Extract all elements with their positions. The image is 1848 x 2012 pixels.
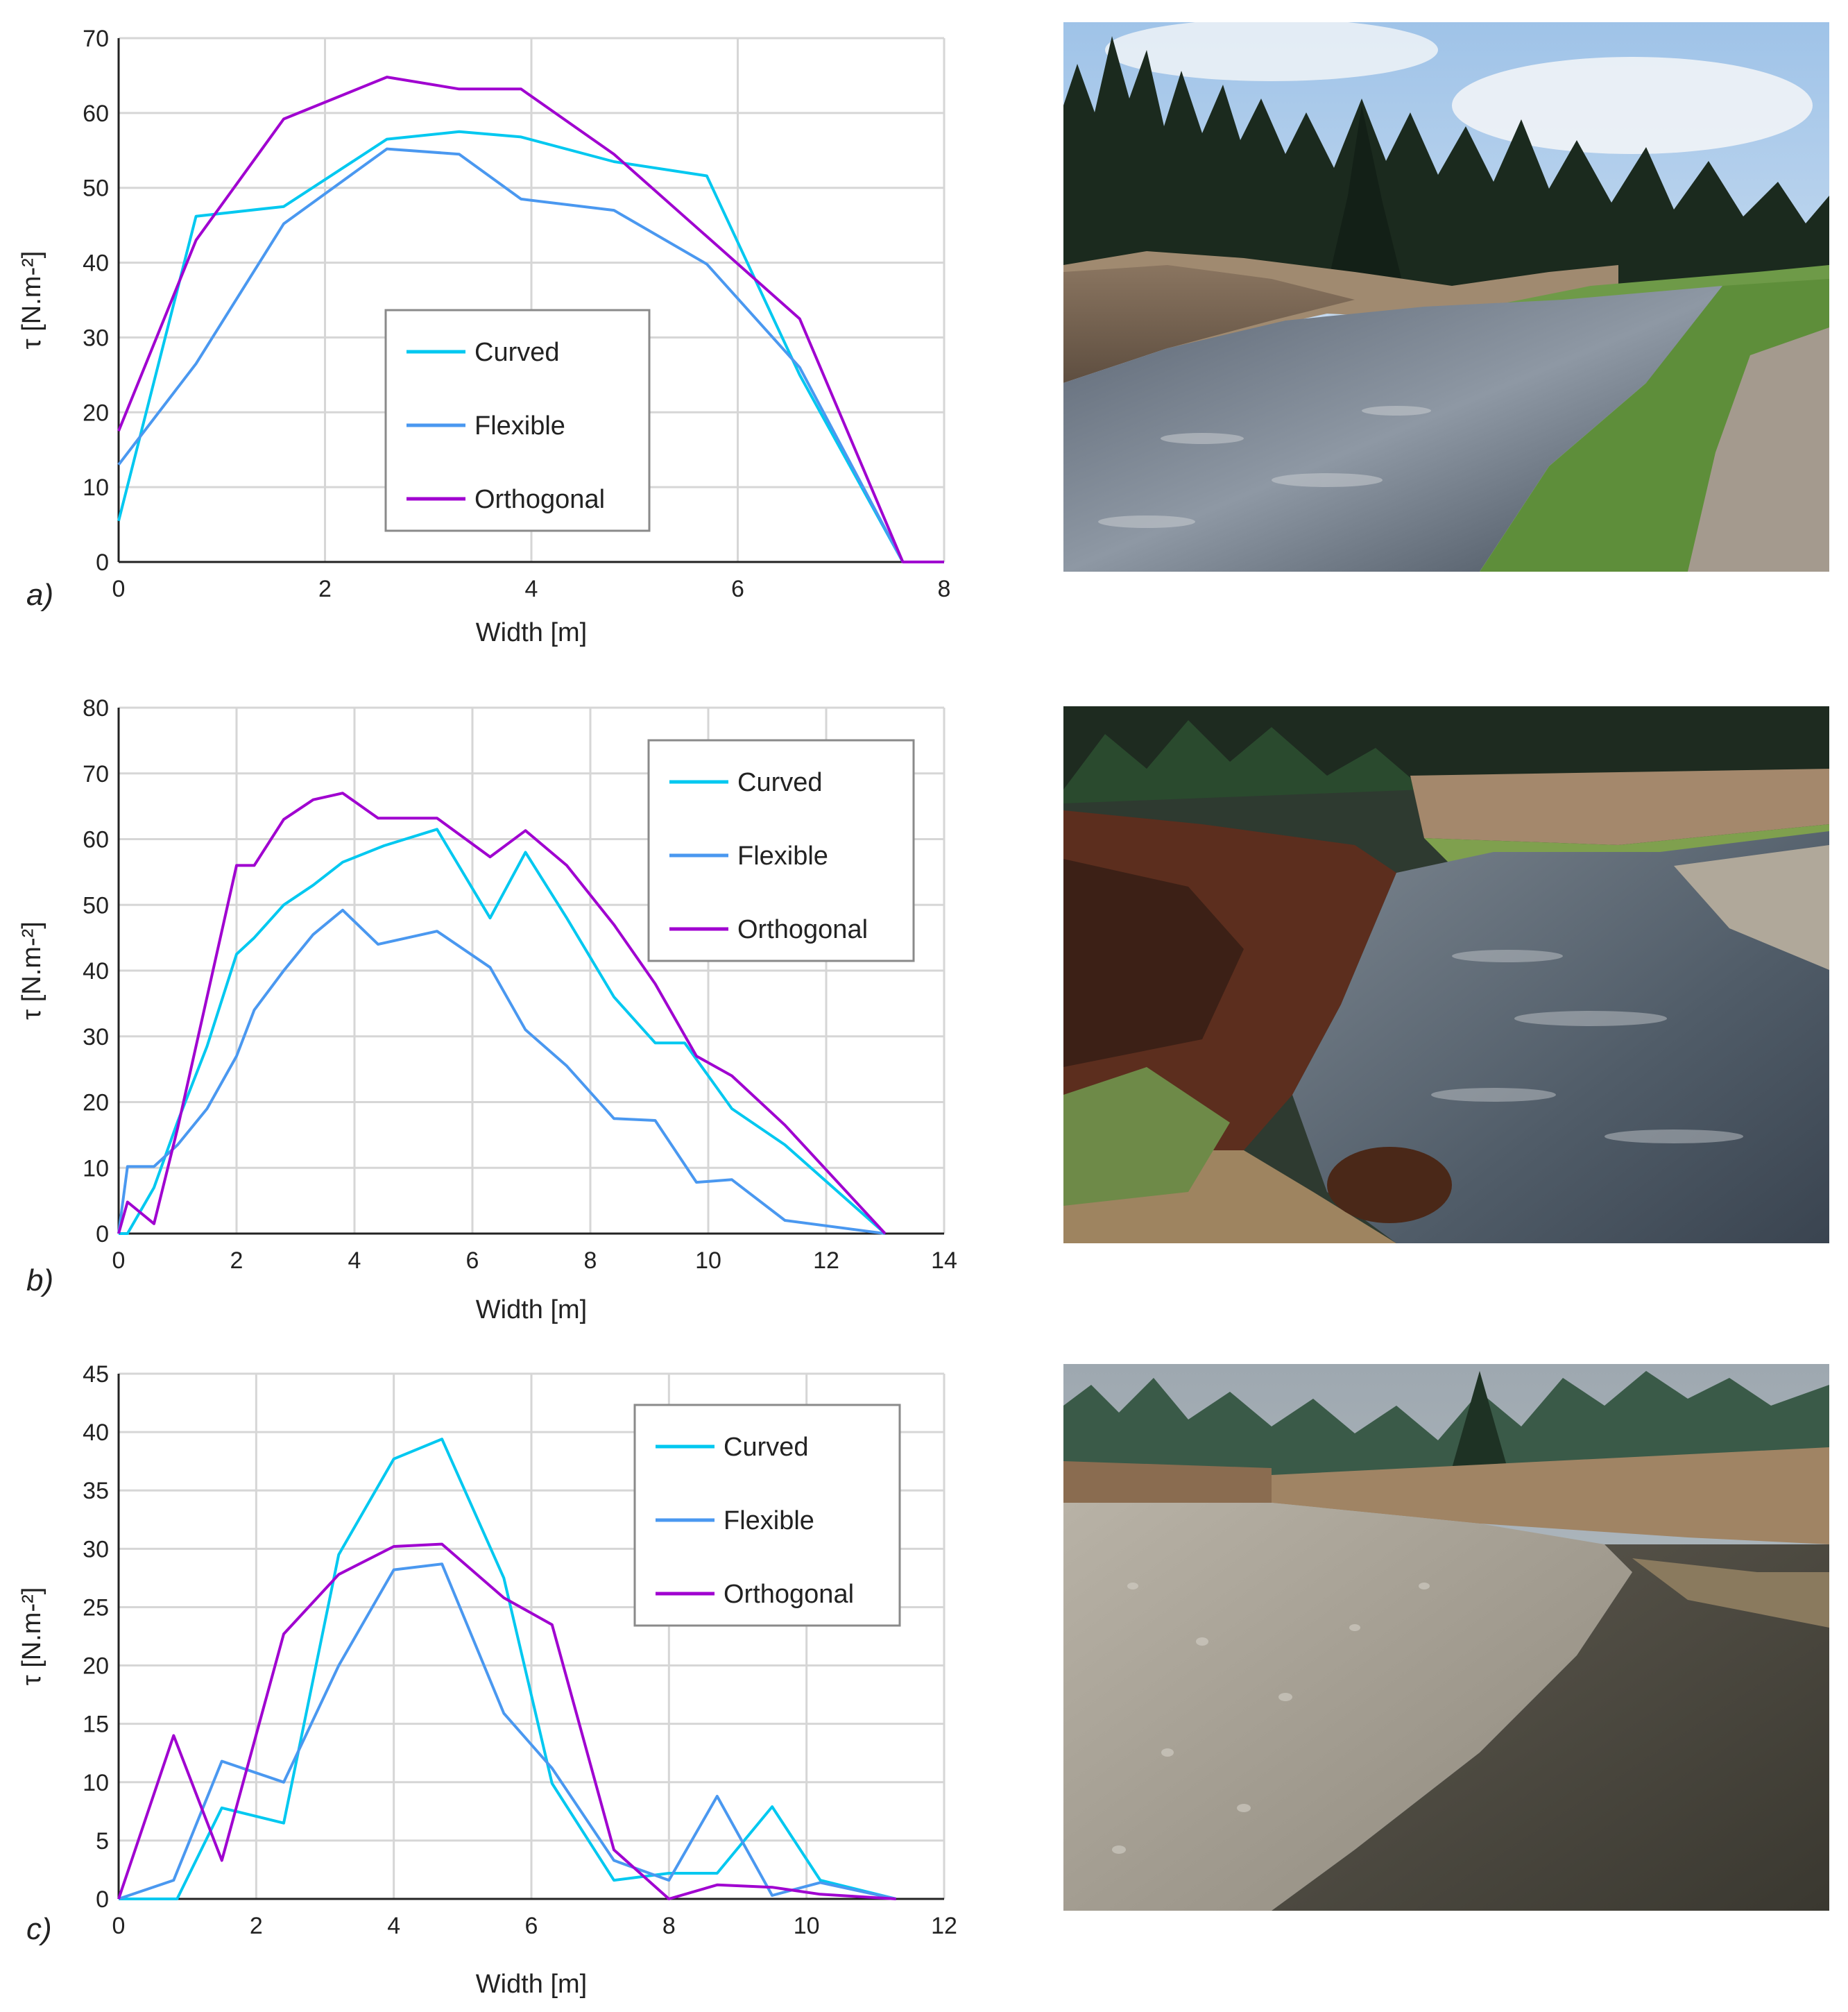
- x-tick-label: 10: [794, 1913, 820, 1939]
- y-tick-label: 20: [83, 1653, 109, 1680]
- x-tick-label: 6: [525, 1913, 538, 1939]
- series-line-orthogonal: [117, 1542, 896, 1900]
- y-tick-label: 30: [83, 1024, 109, 1050]
- x-tick-label: 10: [695, 1247, 721, 1274]
- y-tick-label: 5: [96, 1828, 109, 1855]
- y-tick-label: 50: [83, 892, 109, 919]
- y-tick-label: 10: [83, 1770, 109, 1796]
- x-tick-label: 12: [931, 1913, 957, 1939]
- x-tick-label: 2: [250, 1913, 263, 1939]
- y-tick-label: 60: [83, 827, 109, 853]
- y-tick-label: 40: [83, 958, 109, 984]
- y-tick-label: 80: [83, 695, 109, 722]
- series-line-orthogonal: [117, 76, 944, 563]
- panel-label: c): [26, 1912, 52, 1946]
- chart-panel-b: 0 2 4 6 8 10 12 14 0 10 20 30 40 50 60 70 80 Width [m] τ […: [17, 695, 957, 1324]
- series-line-curved: [117, 130, 905, 563]
- panel-label: a): [26, 578, 53, 612]
- x-tick-label: 0: [112, 1247, 126, 1274]
- y-tick-label: 30: [83, 325, 109, 351]
- y-axis-title: τ [N.m-²]: [17, 1587, 46, 1686]
- legend: Curved Flexible Orthogonal: [647, 739, 915, 962]
- series-line-curved: [119, 828, 887, 1235]
- y-axis-title: τ [N.m-²]: [17, 921, 46, 1020]
- x-tick-label: 4: [348, 1247, 361, 1274]
- x-tick-label: 0: [112, 576, 126, 602]
- panel-label: b): [26, 1263, 53, 1297]
- legend-label-orthogonal: Orthogonal: [737, 915, 868, 944]
- legend-label-flexible: Flexible: [724, 1506, 814, 1535]
- legend-box: [384, 309, 651, 532]
- y-tick-label: 0: [96, 1886, 109, 1913]
- x-tick-label: 6: [466, 1247, 479, 1274]
- series-line-orthogonal: [117, 792, 887, 1235]
- x-tick-label: 2: [230, 1247, 243, 1274]
- y-tick-label: 10: [83, 475, 109, 501]
- y-tick-label: 60: [83, 101, 109, 127]
- series-line-curved: [119, 1438, 897, 1900]
- x-tick-label: 0: [112, 1913, 126, 1939]
- legend-label-orthogonal: Orthogonal: [474, 485, 605, 514]
- y-tick-label: 15: [83, 1712, 109, 1738]
- x-tick-label: 12: [813, 1247, 839, 1274]
- x-axis-title: Width [m]: [476, 1970, 587, 1999]
- y-tick-label: 40: [83, 1420, 109, 1446]
- legend: Curved Flexible Orthogonal: [633, 1404, 901, 1627]
- river-photo-c: [1063, 1364, 1829, 1911]
- x-tick-label: 2: [318, 576, 332, 602]
- y-axis-title: τ [N.m-²]: [17, 251, 46, 350]
- x-tick-label: 4: [525, 576, 538, 602]
- x-axis-title: Width [m]: [476, 618, 587, 647]
- legend-label-curved: Curved: [474, 338, 560, 367]
- series-line-flexible: [118, 1562, 897, 1900]
- y-tick-label: 35: [83, 1478, 109, 1504]
- x-tick-label: 4: [387, 1913, 400, 1939]
- y-tick-label: 70: [83, 761, 109, 787]
- chart-panel-a: 0 2 4 6 8 0 10 20 30 40 50 60 70 Width [m] τ [N.m-²] a)…: [17, 26, 950, 647]
- legend-label-orthogonal: Orthogonal: [724, 1580, 854, 1609]
- y-tick-label: 25: [83, 1594, 109, 1621]
- x-tick-label: 8: [584, 1247, 597, 1274]
- y-tick-label: 10: [83, 1155, 109, 1182]
- x-tick-label: 8: [662, 1913, 676, 1939]
- y-tick-label: 40: [83, 250, 109, 277]
- x-tick-label: 6: [731, 576, 744, 602]
- river-photo-b: [1063, 706, 1829, 1243]
- series-line-flexible: [117, 908, 886, 1235]
- river-photo-a: [1063, 22, 1829, 572]
- y-tick-label: 0: [96, 1221, 109, 1247]
- series-line-flexible: [117, 147, 905, 563]
- y-tick-label: 45: [83, 1361, 109, 1388]
- chart-panel-c: 0 2 4 6 8 10 12 0 5 10 15 20 25 30 35 40 45 Width [m] τ [N…: [17, 1361, 957, 1999]
- legend-box: [633, 1404, 901, 1627]
- legend-box: [647, 739, 915, 962]
- x-tick-label: 14: [931, 1247, 957, 1274]
- legend-label-curved: Curved: [724, 1433, 809, 1462]
- y-tick-label: 20: [83, 400, 109, 426]
- legend: Curved Flexible Orthogonal: [384, 309, 651, 532]
- y-tick-label: 20: [83, 1090, 109, 1116]
- y-tick-label: 50: [83, 176, 109, 202]
- legend-label-flexible: Flexible: [737, 842, 828, 871]
- y-tick-label: 70: [83, 26, 109, 52]
- legend-label-flexible: Flexible: [474, 411, 565, 441]
- x-tick-label: 8: [938, 576, 951, 602]
- x-axis-title: Width [m]: [476, 1295, 587, 1324]
- legend-label-curved: Curved: [737, 768, 823, 797]
- y-tick-label: 30: [83, 1536, 109, 1562]
- y-tick-label: 0: [96, 549, 109, 576]
